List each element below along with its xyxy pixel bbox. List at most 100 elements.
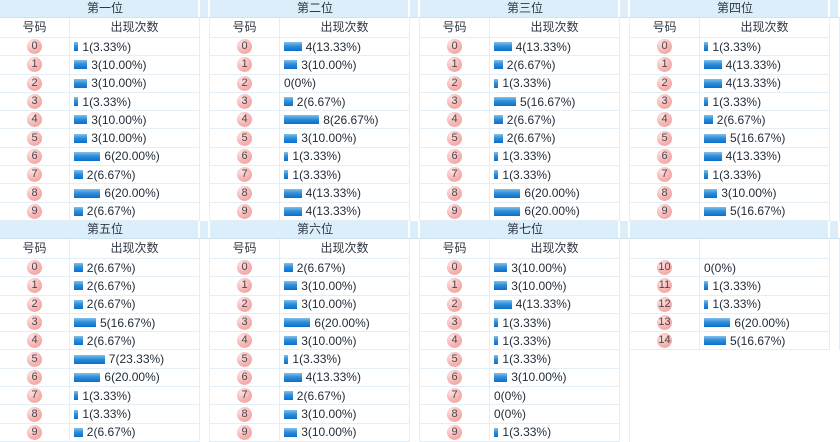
count-label: 3(10.00%) — [91, 131, 147, 146]
panel-spacer — [620, 259, 630, 278]
frequency-row: 5 5(16.67%) — [630, 129, 840, 148]
number-cell: 9 — [630, 202, 700, 221]
number-cell: 9 — [0, 202, 70, 221]
frequency-bar — [74, 151, 101, 161]
frequency-row: 1 3(10.00%) — [420, 277, 630, 296]
count-label: 4(13.33%) — [305, 204, 361, 219]
number-ball: 0 — [657, 39, 672, 55]
count-label: 1(3.33%) — [502, 315, 552, 330]
number-ball: 8 — [237, 406, 252, 422]
panel-header: 号码 出现次数 — [0, 18, 210, 38]
panel-header: 号码 出现次数 — [420, 18, 630, 38]
frequency-bar — [704, 281, 709, 291]
number-ball: 4 — [447, 333, 462, 349]
number-cell: 3 — [210, 313, 280, 333]
panel-spacer — [200, 277, 210, 296]
count-label: 1(3.33%) — [712, 39, 762, 54]
frequency-bar — [494, 151, 499, 161]
number-cell: 6 — [420, 147, 490, 167]
panel-spacer — [410, 166, 420, 185]
panel-spacer — [620, 38, 630, 57]
panel-spacer — [410, 423, 420, 442]
count-cell: 6(20.00%) — [70, 147, 200, 167]
panel-spacer — [620, 184, 630, 203]
number-ball: 5 — [27, 351, 42, 367]
frequency-row: 8 6(20.00%) — [0, 184, 210, 203]
panel-spacer — [830, 92, 840, 112]
frequency-bar — [284, 427, 298, 437]
count-cell: 6(20.00%) — [490, 184, 620, 203]
count-cell: 3(10.00%) — [70, 111, 200, 130]
frequency-row: 4 2(6.67%) — [420, 111, 630, 130]
frequency-row: 0 3(10.00%) — [420, 259, 630, 278]
count-label: 4(13.33%) — [515, 39, 571, 54]
count-cell: 2(6.67%) — [70, 295, 200, 314]
count-label: 3(10.00%) — [511, 370, 567, 385]
number-cell: 5 — [210, 129, 280, 148]
frequency-bar — [494, 299, 512, 309]
number-ball: 9 — [237, 424, 252, 440]
frequency-bar — [494, 336, 499, 346]
count-cell: 3(10.00%) — [490, 368, 620, 388]
panel-spacer — [410, 147, 420, 167]
count-cell: 1(3.33%) — [700, 277, 830, 296]
header-number-label — [630, 239, 700, 259]
number-cell: 3 — [0, 92, 70, 112]
panel-spacer — [620, 295, 630, 314]
number-cell: 4 — [420, 111, 490, 130]
number-ball: 3 — [237, 94, 252, 110]
count-cell: 3(10.00%) — [700, 184, 830, 203]
frequency-row: 4 3(10.00%) — [0, 111, 210, 130]
count-cell: 2(6.67%) — [280, 92, 410, 112]
count-label: 2(6.67%) — [86, 297, 136, 312]
number-cell: 7 — [210, 166, 280, 185]
frequency-row: 8 0(0%) — [420, 405, 630, 424]
panel-title-text: 第二位 — [296, 1, 333, 15]
frequency-bar — [704, 97, 709, 107]
panel-spacer — [410, 18, 420, 38]
number-ball: 3 — [447, 94, 462, 110]
frequency-row: 3 5(16.67%) — [420, 92, 630, 112]
frequency-row: 8 4(13.33%) — [210, 184, 420, 203]
panel-title-text: 第五位 — [86, 222, 123, 236]
frequency-row: 2 1(3.33%) — [420, 74, 630, 93]
count-label: 0(0%) — [494, 388, 527, 403]
position-panel: 第四位 号码 出现次数 0 1(3.33%) 1 4(13.33%) 2 — [630, 0, 840, 221]
number-cell: 11 — [630, 277, 700, 296]
number-ball: 5 — [657, 130, 672, 146]
number-ball: 0 — [447, 39, 462, 55]
frequency-row: 8 1(3.33%) — [0, 405, 210, 424]
panel-spacer — [620, 350, 630, 369]
panel-rows: 0 2(6.67%) 1 3(10.00%) 2 3(10.00%) 3 — [210, 259, 420, 442]
number-ball: 2 — [27, 75, 42, 91]
frequency-row: 2 3(10.00%) — [210, 295, 420, 314]
number-ball: 8 — [447, 406, 462, 422]
count-label: 2(6.67%) — [716, 112, 766, 127]
panel-spacer — [830, 295, 840, 314]
count-label: 2(6.67%) — [506, 57, 556, 72]
count-cell: 0(0%) — [700, 259, 830, 278]
count-cell: 1(3.33%) — [490, 313, 620, 333]
frequency-row: 9 3(10.00%) — [210, 423, 420, 442]
frequency-bar — [494, 60, 503, 70]
number-cell: 2 — [420, 295, 490, 314]
number-cell: 8 — [630, 184, 700, 203]
count-cell: 0(0%) — [280, 74, 410, 93]
frequency-row: 9 2(6.67%) — [0, 202, 210, 221]
count-cell: 2(6.67%) — [70, 277, 200, 296]
panel-spacer — [830, 277, 840, 296]
count-label: 1(3.33%) — [502, 76, 552, 91]
frequency-row: 12 1(3.33%) — [630, 295, 840, 314]
frequency-bar — [74, 133, 88, 143]
panel-spacer — [200, 111, 210, 130]
panel-spacer — [830, 74, 840, 93]
number-ball: 3 — [447, 315, 462, 331]
count-label: 1(3.33%) — [82, 407, 132, 422]
count-cell: 4(13.33%) — [490, 295, 620, 314]
frequency-row: 2 4(13.33%) — [420, 295, 630, 314]
count-cell: 3(10.00%) — [280, 277, 410, 296]
count-cell: 1(3.33%) — [70, 387, 200, 406]
panel-header: 号码 出现次数 — [420, 239, 630, 259]
panel-spacer — [620, 166, 630, 185]
count-cell: 1(3.33%) — [490, 350, 620, 369]
